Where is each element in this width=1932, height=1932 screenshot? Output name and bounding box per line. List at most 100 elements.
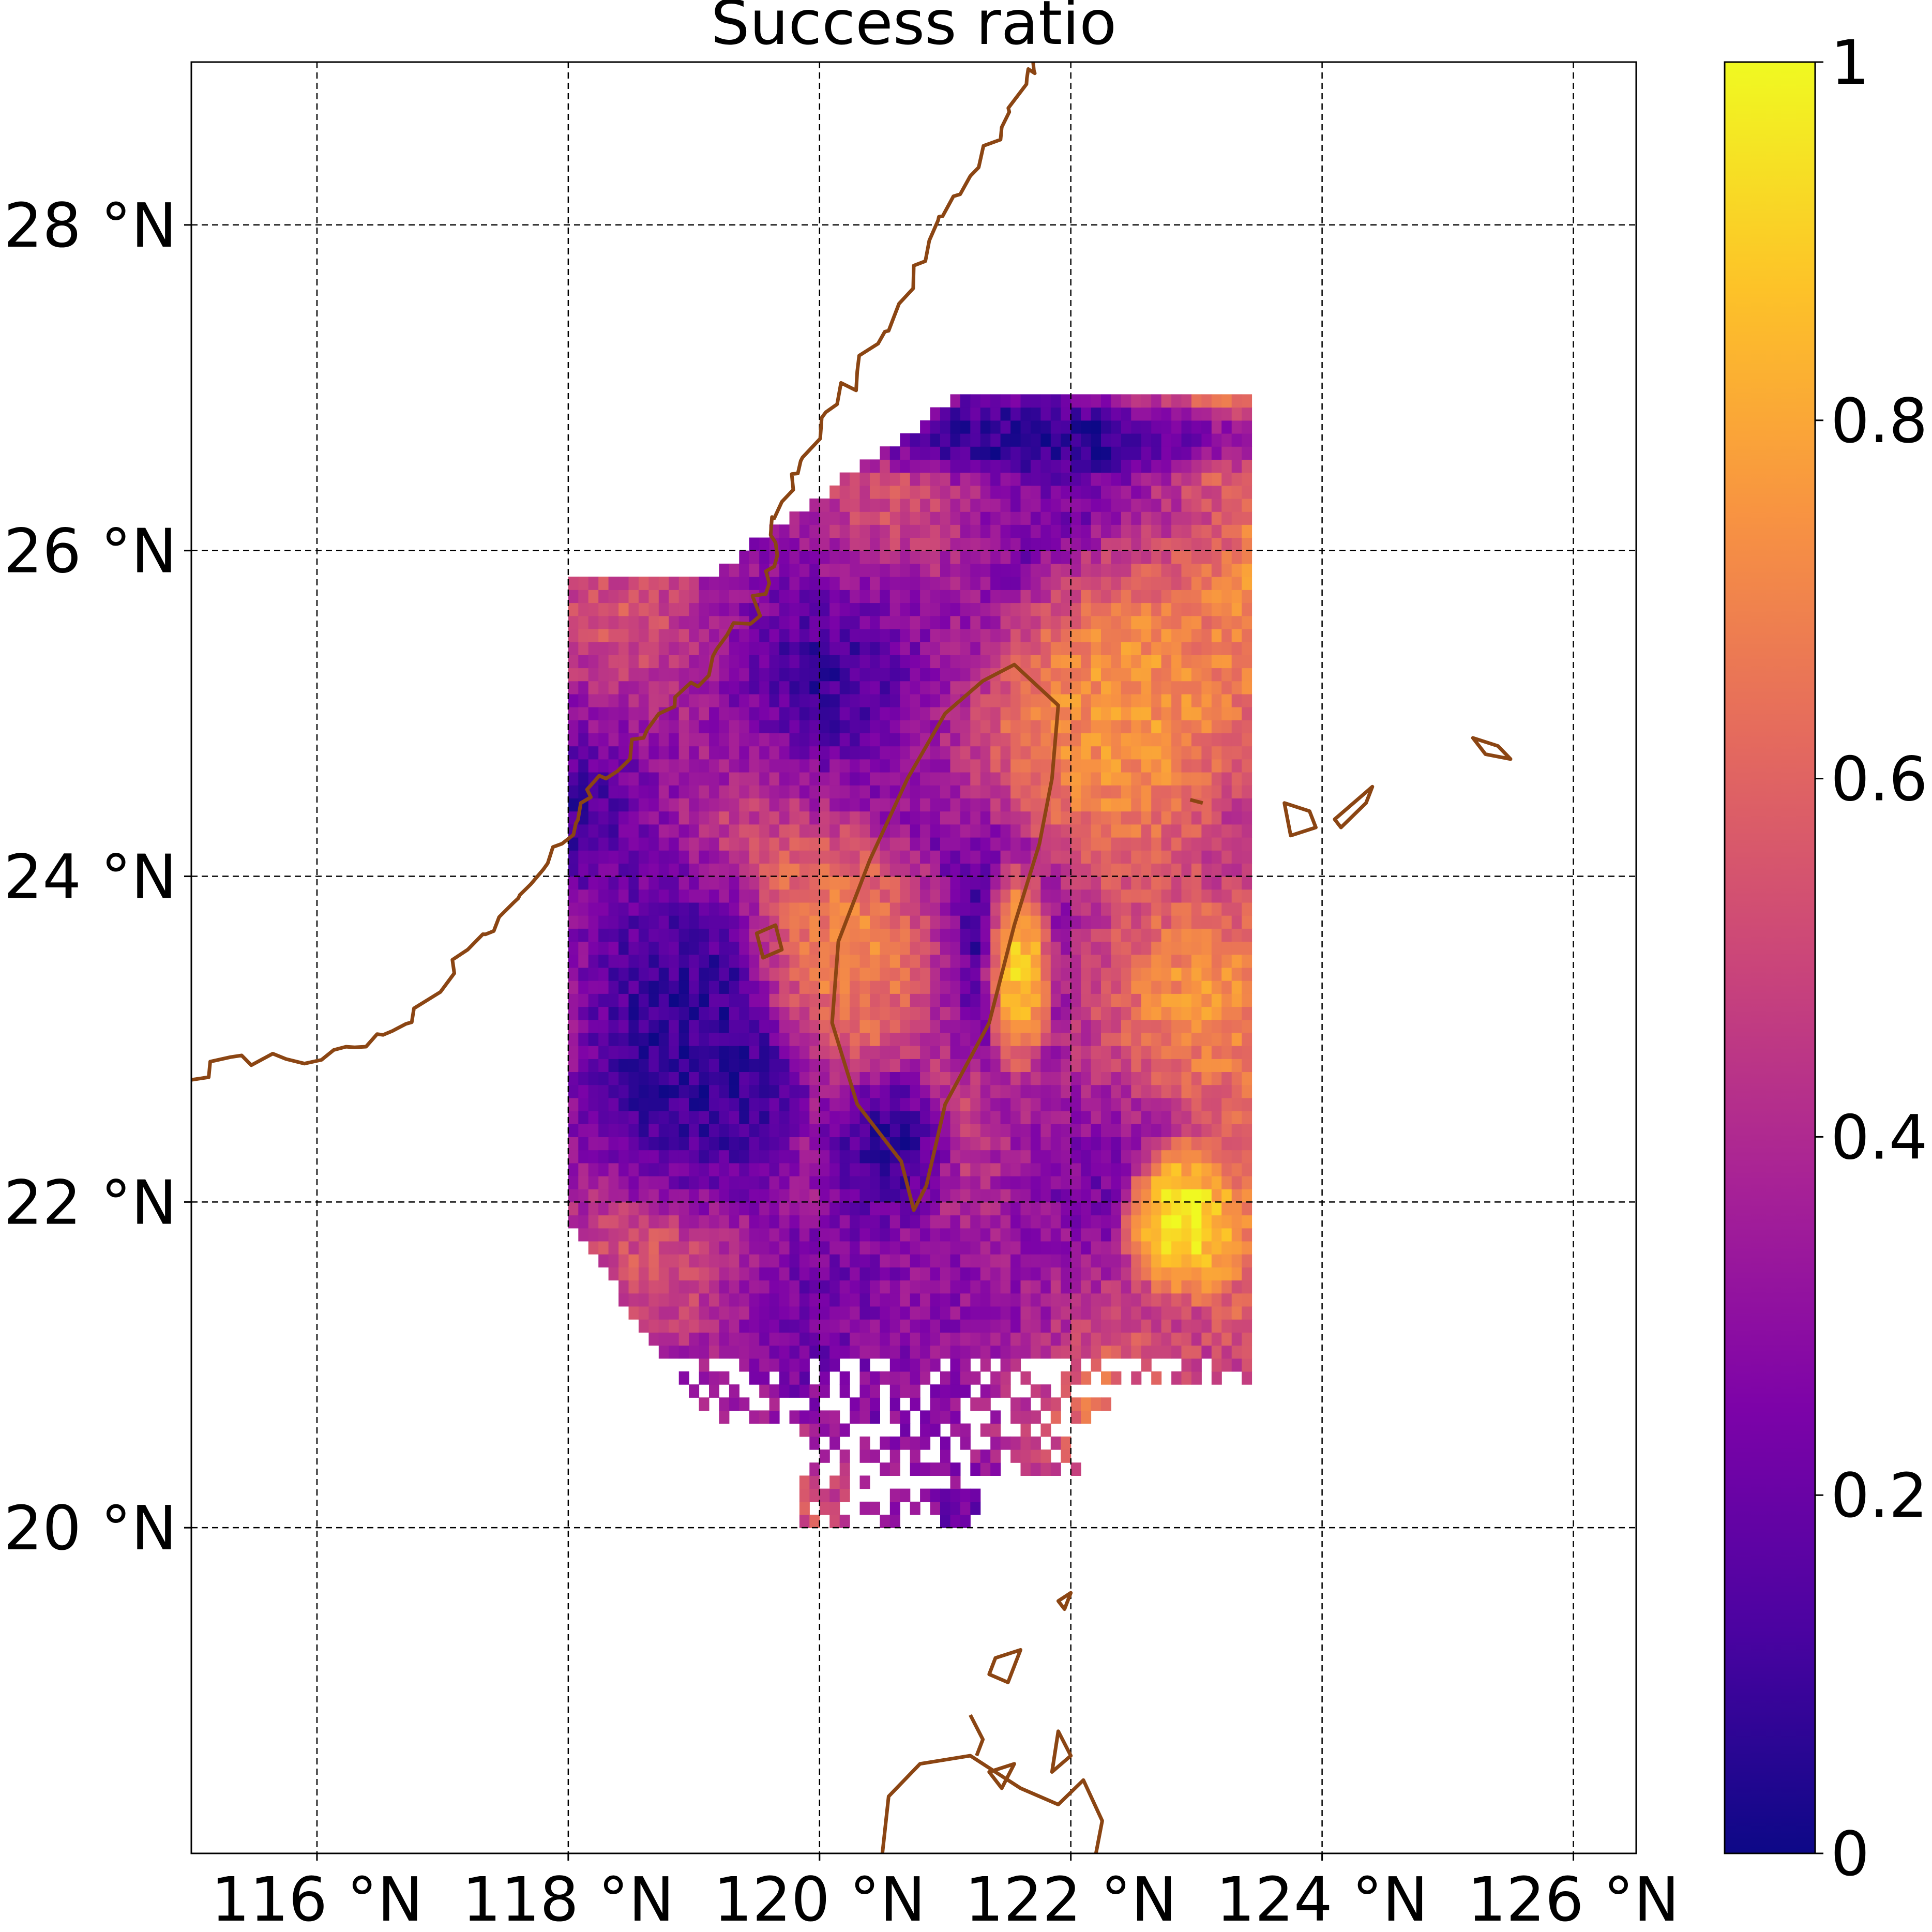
field-cell: [1030, 1137, 1041, 1151]
field-cell: [1211, 837, 1222, 851]
field-cell: [870, 1397, 880, 1411]
field-cell: [1050, 642, 1061, 655]
field-cell: [819, 824, 830, 838]
field-cell: [689, 1111, 700, 1124]
field-cell: [920, 693, 931, 707]
field-cell: [1091, 1019, 1101, 1033]
field-cell: [950, 420, 961, 434]
field-cell: [940, 785, 950, 798]
field-cell: [729, 628, 739, 642]
field-cell: [1121, 1267, 1131, 1281]
field-cell: [980, 980, 991, 994]
field-cell: [1040, 1019, 1051, 1033]
field-cell: [859, 1189, 870, 1202]
field-cell: [900, 1423, 911, 1437]
field-cell: [1081, 563, 1092, 577]
field-cell: [1101, 889, 1111, 903]
field-cell: [900, 889, 911, 903]
field-cell: [779, 1267, 790, 1281]
field-cell: [889, 1462, 900, 1476]
field-cell: [1111, 980, 1122, 994]
field-cell: [1030, 1267, 1041, 1281]
field-cell: [699, 1306, 710, 1320]
field-cell: [1242, 1345, 1252, 1359]
field-cell: [1081, 824, 1092, 838]
field-cell: [990, 1384, 1001, 1398]
field-cell: [1151, 446, 1162, 460]
field-cell: [648, 837, 659, 851]
field-cell: [1070, 446, 1081, 460]
field-cell: [598, 863, 609, 877]
field-cell: [729, 798, 739, 812]
field-cell: [880, 602, 890, 616]
field-cell: [628, 772, 639, 786]
field-cell: [1141, 954, 1152, 968]
field-cell: [920, 720, 931, 733]
field-cell: [628, 824, 639, 838]
field-cell: [920, 459, 931, 473]
field-cell: [960, 602, 971, 616]
field-cell: [930, 707, 941, 720]
field-cell: [1081, 980, 1092, 994]
field-cell: [819, 1280, 830, 1294]
plot-frame: [190, 61, 1637, 1854]
field-cell: [568, 1137, 579, 1151]
field-cell: [1151, 628, 1162, 642]
field-cell: [980, 1267, 991, 1281]
field-cell: [1061, 1150, 1071, 1164]
field-cell: [658, 902, 669, 916]
field-cell: [1010, 889, 1021, 903]
field-cell: [598, 915, 609, 929]
field-cell: [1070, 1462, 1081, 1476]
field-cell: [1000, 550, 1011, 564]
field-cell: [980, 1345, 991, 1359]
field-cell: [870, 1071, 880, 1085]
field-cell: [588, 733, 599, 747]
field-cell: [910, 459, 920, 473]
field-cell: [950, 798, 961, 812]
field-cell: [578, 837, 589, 851]
field-cell: [1171, 707, 1182, 720]
field-cell: [910, 980, 920, 994]
field-cell: [1231, 1176, 1242, 1189]
field-cell: [880, 1371, 890, 1385]
field-cell: [568, 863, 579, 877]
field-cell: [950, 811, 961, 825]
field-cell: [940, 954, 950, 968]
field-cell: [809, 655, 820, 669]
field-cell: [689, 655, 700, 669]
field-cell: [799, 1111, 810, 1124]
field-cell: [1231, 693, 1242, 707]
field-cell: [1030, 785, 1041, 798]
field-cell: [638, 785, 649, 798]
field-cell: [839, 1228, 850, 1242]
field-cell: [1121, 693, 1131, 707]
field-cell: [1111, 863, 1122, 877]
field-cell: [1231, 772, 1242, 786]
field-cell: [1211, 1006, 1222, 1020]
field-cell: [889, 1397, 900, 1411]
field-cell: [769, 1293, 780, 1307]
field-cell: [588, 1215, 599, 1229]
field-cell: [1061, 1319, 1071, 1333]
field-cell: [910, 433, 920, 447]
field-cell: [1070, 655, 1081, 669]
field-cell: [960, 1332, 971, 1346]
field-cell: [1101, 446, 1111, 460]
field-cell: [990, 1176, 1001, 1189]
field-cell: [1181, 550, 1192, 564]
field-cell: [779, 1332, 790, 1346]
field-cell: [809, 1436, 820, 1450]
field-cell: [638, 1059, 649, 1072]
y-tick-label: 20 °N: [4, 1492, 177, 1564]
field-cell: [1121, 1097, 1131, 1111]
field-cell: [1201, 485, 1212, 499]
field-cell: [588, 993, 599, 1007]
field-cell: [889, 1176, 900, 1189]
field-cell: [940, 1515, 950, 1528]
field-cell: [980, 1124, 991, 1137]
field-cell: [920, 993, 931, 1007]
field-cell: [779, 1137, 790, 1151]
field-cell: [1111, 550, 1122, 564]
field-cell: [689, 1006, 700, 1020]
